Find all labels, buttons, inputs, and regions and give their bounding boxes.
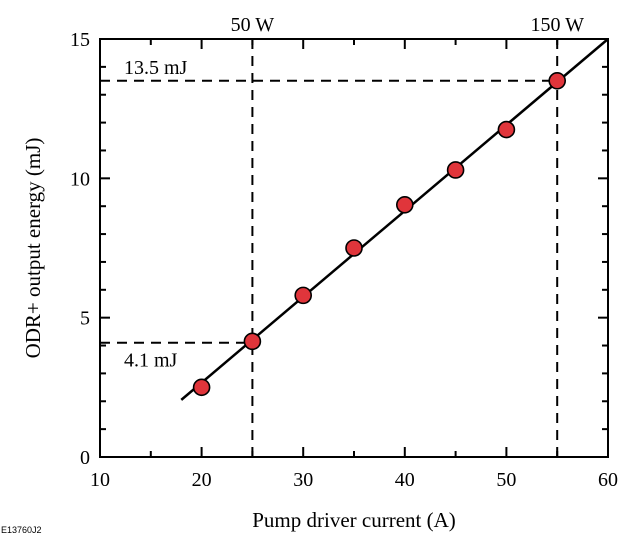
x-tick-label: 50	[496, 469, 516, 491]
annotations: 50 W 150 W 4.1 mJ 13.5 mJ	[124, 14, 584, 372]
y-tick-label: 0	[80, 447, 90, 469]
data-point	[294, 286, 313, 305]
figure-id: E13760J2	[1, 525, 42, 535]
x-tick-label: 40	[395, 469, 415, 491]
data-point	[446, 161, 465, 179]
y-tick-label: 10	[70, 168, 90, 190]
y-tick-label: 15	[70, 29, 90, 51]
data-point	[345, 239, 363, 257]
data-point	[548, 72, 567, 90]
axis-ticks	[99, 38, 609, 458]
vertical-reference-label: 150 W	[530, 14, 584, 36]
y-axis-label: ODR+ output energy (mJ)	[21, 138, 45, 359]
reference-lines	[100, 39, 559, 457]
x-axis-label: Pump driver current (A)	[252, 508, 456, 532]
data-point	[395, 196, 414, 214]
horizontal-reference-label: 13.5 mJ	[124, 57, 188, 79]
y-tick-label: 5	[80, 308, 90, 330]
x-tick-label: 20	[192, 469, 212, 491]
tick-labels: 10 20 30 40 50 60 0 5 10 15	[70, 29, 618, 491]
horizontal-reference-label: 4.1 mJ	[124, 350, 178, 372]
data-point	[192, 378, 211, 397]
data-point	[497, 120, 516, 139]
x-tick-label: 30	[293, 469, 313, 491]
x-tick-label: 10	[90, 469, 110, 491]
vertical-reference-label: 50 W	[231, 14, 275, 36]
x-tick-label: 60	[598, 469, 618, 491]
data-points	[192, 72, 567, 397]
data-point	[243, 332, 262, 351]
